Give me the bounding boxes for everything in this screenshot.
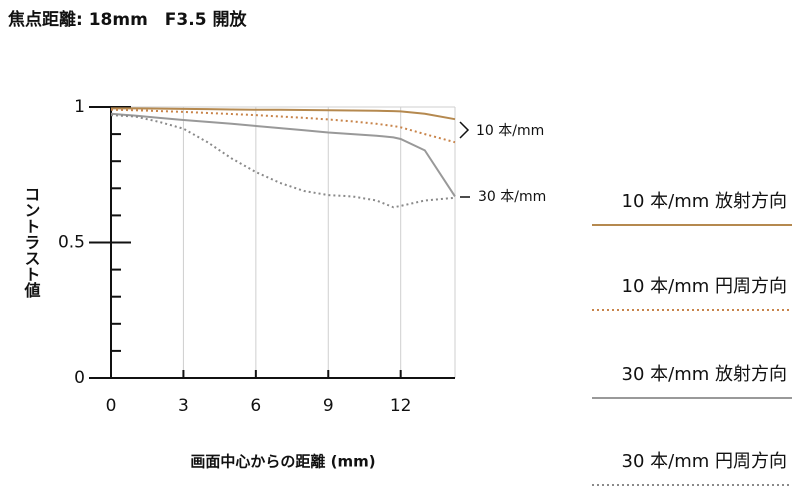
series-line <box>110 114 456 209</box>
y-tick-label: 1 <box>74 97 85 117</box>
legend-label: 10 本/mm 円周方向 <box>622 276 787 297</box>
x-tick-label: 12 <box>390 396 412 416</box>
bracket <box>459 121 470 139</box>
y-tick-label: 0.5 <box>58 233 85 253</box>
x-tick-label: 6 <box>250 396 261 416</box>
x-tick-label: 0 <box>106 396 117 416</box>
series-line <box>111 107 456 121</box>
legend-label: 10 本/mm 放射方向 <box>622 191 787 212</box>
x-axis-label: 画面中心からの距離 (mm) <box>190 453 375 471</box>
legend-label: 30 本/mm 円周方向 <box>622 451 787 472</box>
legend-label: 30 本/mm 放射方向 <box>622 364 787 385</box>
y-axis-label: コントラスト値 <box>22 186 42 299</box>
chart-title: 焦点距離: 18mm F3.5 開放 <box>7 9 247 30</box>
series-line <box>110 112 456 197</box>
annotation: 10 本/mm <box>476 123 544 139</box>
x-tick-label: 9 <box>323 396 334 416</box>
x-tick-label: 3 <box>178 396 189 416</box>
y-tick-label: 0 <box>74 368 85 388</box>
annotation: 30 本/mm <box>478 189 546 205</box>
series-line <box>110 108 456 144</box>
